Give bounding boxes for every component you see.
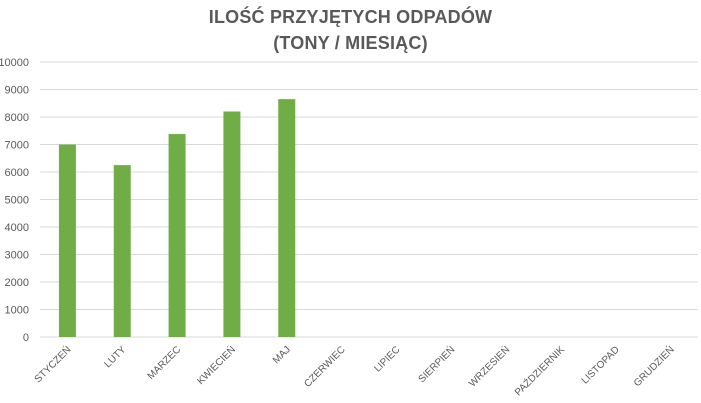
- y-tick-label: 5000: [5, 195, 29, 207]
- y-tick-label: 10000: [0, 57, 29, 69]
- x-tick-label: GRUDZIEŃ: [631, 343, 677, 389]
- bar: [58, 144, 76, 337]
- y-tick-label: 0: [23, 332, 29, 344]
- x-tick-label: PAŹDZIERNIK: [512, 343, 568, 399]
- x-tick-label: LIPIEC: [372, 344, 402, 374]
- bars: [58, 99, 296, 337]
- chart-title: ILOŚĆ PRZYJĘTYCH ODPADÓW: [208, 7, 493, 27]
- y-tick-label: 3000: [5, 250, 29, 262]
- y-tick-label: 2000: [5, 277, 29, 289]
- x-tick-label: LUTY: [103, 344, 129, 370]
- y-tick-label: 4000: [5, 222, 29, 234]
- x-tick-label: KWIECIEŃ: [194, 343, 238, 387]
- bar: [113, 165, 131, 337]
- x-tick-label: LISTOPAD: [580, 344, 622, 386]
- gridlines: [40, 61, 698, 338]
- y-tick-label: 1000: [5, 305, 29, 317]
- chart-subtitle: (TONY / MIESIĄC): [273, 33, 428, 53]
- x-tick-label: SIERPIEŃ: [415, 343, 457, 385]
- x-axis-tick-labels: STYCZEŃ LUTY MARZEC KWIECIEŃ MAJ CZERWIEC LIPI…: [31, 343, 676, 399]
- x-tick-label: MARZEC: [146, 344, 184, 382]
- x-tick-label: STYCZEŃ: [31, 343, 73, 385]
- x-tick-label: MAJ: [271, 344, 293, 366]
- y-tick-label: 8000: [5, 112, 29, 124]
- y-axis-tick-labels: 0 1000 2000 3000 4000 5000 6000 7000 8000 9000 100…: [0, 57, 29, 344]
- bar: [223, 111, 241, 337]
- y-tick-label: 6000: [5, 167, 29, 179]
- x-tick-label: WRZESIEŃ: [466, 343, 513, 390]
- y-tick-label: 7000: [5, 140, 29, 152]
- y-tick-label: 9000: [5, 85, 29, 97]
- x-tick-label: CZERWIEC: [302, 344, 347, 389]
- bar: [278, 99, 296, 337]
- bar: [168, 134, 186, 337]
